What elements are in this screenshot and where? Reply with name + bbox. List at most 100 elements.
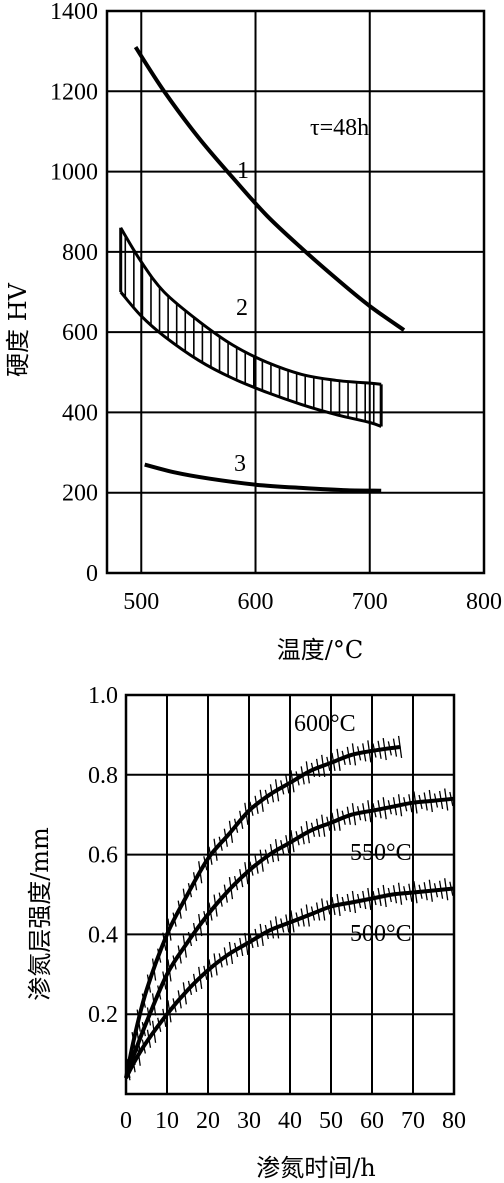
series-2-scatter-mark (264, 849, 269, 864)
series-3-scatter-mark (244, 932, 249, 956)
series-2-scatter-mark (351, 803, 357, 826)
series-1-scatter-mark (269, 784, 275, 803)
series-2-scatter-mark (172, 955, 177, 970)
series-3-scatter-mark (264, 924, 269, 940)
series-3-scatter-mark (367, 887, 372, 911)
series-2-scatter-mark (280, 840, 285, 855)
series-2-scatter-mark (192, 922, 198, 942)
series-3-scatter-mark (131, 1054, 136, 1073)
series-2-scatter-mark (295, 831, 300, 846)
series-1-scatter-mark (305, 761, 310, 784)
series-2-scatter-mark (177, 945, 182, 964)
series-3-scatter-mark (387, 887, 392, 903)
series-2-scatter-mark (449, 791, 454, 807)
series-1-line (133, 46, 406, 332)
series-2-scatter-mark (259, 849, 264, 872)
series-2-scatter-mark (418, 794, 423, 810)
series-1-scatter-mark (290, 770, 295, 793)
series-2-scatter-mark (397, 794, 403, 817)
series-1-scatter-mark (372, 743, 377, 758)
series-1-scatter-mark (239, 810, 244, 829)
x-axis-label: 温度/°C (277, 636, 363, 664)
series-1-scatter-mark (157, 948, 162, 963)
series-3-scatter-mark (254, 928, 259, 948)
y-tick-label: 0.4 (88, 922, 118, 948)
series-3-scatter-mark (172, 998, 177, 1013)
x-tick-label: 80 (442, 1108, 466, 1134)
series-2-scatter-mark (218, 892, 223, 907)
series-3-scatter-mark (382, 884, 387, 908)
series-3-scatter-mark (351, 890, 357, 914)
series-3-scatter-mark (315, 902, 321, 921)
series-2-scatter-mark (239, 869, 244, 888)
series-1-scatter-mark (351, 743, 357, 766)
series-3-scatter-mark (269, 920, 275, 939)
x-tick-label: 600 (238, 589, 274, 615)
series-2-scatter-mark (367, 800, 372, 823)
y-tick-label: 200 (62, 481, 98, 507)
series-2-scatter-mark (290, 830, 295, 853)
series-1-scatter-mark (213, 838, 218, 861)
x-tick-label: 20 (196, 1108, 220, 1134)
series-1-scatter-mark (377, 740, 382, 759)
series-3-scatter-mark (151, 1020, 157, 1043)
series-2-scatter-mark (203, 910, 208, 926)
x-tick-label: 60 (360, 1108, 384, 1134)
x-tick-label: 700 (352, 589, 388, 615)
series-3-scatter-mark (182, 982, 187, 1005)
series-1-scatter-mark (198, 861, 203, 884)
series-2-scatter-mark (315, 818, 321, 837)
series-3-scatter-mark (177, 990, 182, 1009)
series-3-scatter-mark (397, 882, 403, 905)
series-3-scatter-mark (392, 885, 398, 904)
y-tick-label: 0 (86, 561, 98, 587)
series-3-scatter-mark (341, 896, 346, 912)
y-tick-label: 400 (62, 400, 98, 426)
series-2-scatter-mark (187, 931, 193, 947)
series-1-scatter-mark (295, 771, 300, 786)
series-3-scatter-mark (408, 883, 413, 902)
series-3-scatter-mark (372, 890, 377, 906)
series-1-scatter-mark (172, 912, 177, 927)
series-3-scatter-mark (438, 880, 444, 899)
plot-frame (124, 693, 456, 1096)
series-3-scatter-mark (346, 893, 351, 913)
series-1-scatter-mark (187, 883, 193, 898)
series-2-scatter-mark (362, 803, 367, 822)
y-tick-label: 1000 (50, 160, 98, 186)
series-1-scatter-mark (223, 828, 228, 847)
series-1-scatter-mark (151, 958, 157, 981)
series-1-scatter-mark (146, 974, 152, 993)
series-2-scatter-mark (274, 839, 280, 862)
series-3-label: 500°C (350, 921, 412, 947)
hardness-temperature-chart: 500 600 700 800 0 200 400 600 800 1000 1200 1400 温度/… (4, 0, 502, 664)
series-1-scatter-mark (218, 836, 223, 851)
series-3-scatter-mark (259, 923, 264, 947)
series-2-scatter-mark (233, 875, 239, 891)
series-3-scatter-mark (336, 893, 341, 917)
series-1-scatter-mark (203, 856, 208, 871)
x-tick-label: 500 (123, 589, 159, 615)
series-2-scatter-mark (423, 792, 428, 811)
series-1-scatter-mark (192, 872, 198, 891)
series-2-scatter-mark (356, 806, 362, 821)
series-3-scatter-mark (249, 933, 254, 949)
series-1-scatter-mark (341, 750, 346, 766)
series-2-scatter-mark (331, 812, 336, 831)
y-tick-label: 0.2 (88, 1002, 118, 1028)
series-2-scatter-mark (167, 959, 172, 982)
series-3-scatter-mark (403, 886, 408, 901)
series-3-line (124, 886, 455, 1079)
x-axis-label: 渗氮时间/h (256, 1154, 376, 1182)
series-2-lower-bound (119, 291, 382, 428)
series-1-scatter-mark (362, 743, 367, 762)
series-1-scatter-mark (244, 802, 249, 825)
series-3-scatter-mark (192, 973, 198, 992)
series-1-scatter-mark (336, 748, 341, 771)
series-3-scatter-mark (418, 884, 423, 899)
series-2-scatter-mark (305, 821, 310, 844)
duration-annotation: τ=48h (310, 115, 369, 141)
series-1-scatter-mark (254, 795, 259, 814)
series-1-scatter-mark (249, 801, 254, 816)
series-1-scatter-mark (300, 766, 305, 785)
